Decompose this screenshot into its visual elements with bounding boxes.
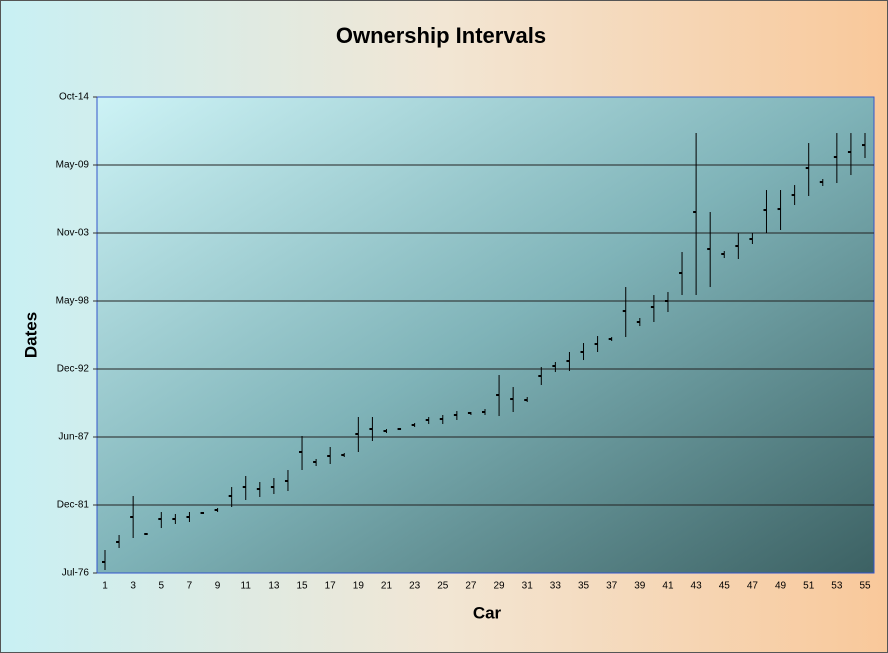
x-tick-label: 11: [241, 581, 252, 592]
close-mark: [735, 245, 739, 248]
close-mark: [144, 533, 148, 536]
y-tick-label: Dec-92: [57, 364, 90, 375]
close-mark: [805, 167, 809, 170]
y-tick-label: Dec-81: [57, 500, 90, 511]
y-axis-label: Dates: [21, 312, 40, 358]
x-tick-label: 25: [437, 581, 449, 592]
close-mark: [453, 414, 457, 417]
x-tick-label: 31: [522, 581, 534, 592]
close-mark: [721, 253, 725, 256]
x-tick-label: 17: [325, 581, 337, 592]
x-tick-label: 35: [578, 581, 590, 592]
close-mark: [411, 423, 415, 426]
x-tick-label: 29: [494, 581, 506, 592]
y-tick-label: Jul-76: [62, 568, 90, 579]
close-mark: [200, 511, 204, 514]
x-tick-label: 21: [381, 581, 393, 592]
close-mark: [313, 460, 317, 463]
close-mark: [819, 181, 823, 184]
close-mark: [791, 194, 795, 197]
close-mark: [833, 156, 837, 159]
close-mark: [636, 321, 640, 324]
close-mark: [777, 208, 781, 211]
close-mark: [214, 508, 218, 511]
x-tick-label: 51: [803, 581, 815, 592]
close-mark: [566, 360, 570, 363]
x-tick-label: 49: [775, 581, 787, 592]
close-mark: [510, 398, 514, 401]
close-mark: [116, 540, 120, 543]
close-mark: [172, 518, 176, 521]
close-mark: [608, 338, 612, 341]
x-tick-label: 1: [102, 581, 108, 592]
x-tick-label: 53: [831, 581, 843, 592]
close-mark: [130, 516, 134, 519]
x-tick-label: 15: [296, 581, 308, 592]
close-mark: [763, 209, 767, 212]
close-mark: [693, 211, 697, 214]
close-mark: [439, 418, 443, 421]
x-tick-label: 47: [747, 581, 759, 592]
close-mark: [467, 411, 471, 414]
close-mark: [496, 394, 500, 397]
close-mark: [707, 248, 711, 251]
close-mark: [538, 375, 542, 378]
close-mark: [552, 365, 556, 368]
x-axis-label: Car: [473, 603, 502, 622]
x-tick-label: 9: [215, 581, 221, 592]
x-tick-label: 39: [634, 581, 646, 592]
close-mark: [580, 351, 584, 353]
x-tick-label: 13: [268, 581, 280, 592]
y-tick-label: Nov-03: [57, 228, 90, 239]
close-mark: [102, 560, 105, 563]
close-mark: [847, 151, 851, 154]
x-tick-label: 41: [662, 581, 674, 592]
chart-title: Ownership Intervals: [336, 23, 546, 48]
close-mark: [341, 454, 345, 457]
close-mark: [650, 306, 654, 309]
close-mark: [158, 518, 162, 521]
close-mark: [524, 399, 528, 402]
close-mark: [397, 428, 401, 431]
close-mark: [862, 144, 865, 147]
close-mark: [482, 411, 485, 414]
close-mark: [355, 433, 359, 436]
close-mark: [228, 494, 232, 497]
x-tick-label: 45: [719, 581, 731, 592]
x-tick-label: 3: [130, 581, 136, 592]
close-mark: [594, 343, 598, 346]
x-tick-label: 7: [187, 581, 193, 592]
close-mark: [186, 516, 190, 519]
close-mark: [425, 419, 429, 421]
x-tick-label: 5: [159, 581, 165, 592]
close-mark: [383, 430, 387, 433]
x-tick-label: 33: [550, 581, 562, 592]
x-tick-label: 27: [465, 581, 477, 592]
plot-area: [96, 96, 875, 574]
close-mark: [242, 486, 246, 489]
close-mark: [664, 300, 668, 302]
x-tick-label: 55: [859, 581, 871, 592]
close-mark: [679, 272, 683, 275]
x-tick-label: 37: [606, 581, 618, 592]
x-tick-label: 19: [353, 581, 365, 592]
close-mark: [270, 486, 274, 489]
y-tick-label: Oct-14: [59, 92, 89, 103]
y-tick-label: Jun-87: [58, 432, 89, 443]
close-mark: [284, 479, 288, 482]
y-tick-label: May-98: [56, 296, 90, 307]
close-mark: [327, 455, 331, 458]
x-tick-label: 23: [409, 581, 421, 592]
close-mark: [749, 238, 753, 241]
y-tick-label: May-09: [56, 160, 90, 171]
close-mark: [299, 450, 303, 453]
close-mark: [256, 488, 260, 491]
x-tick-label: 43: [691, 581, 703, 592]
close-mark: [369, 428, 373, 431]
close-mark: [622, 310, 626, 313]
